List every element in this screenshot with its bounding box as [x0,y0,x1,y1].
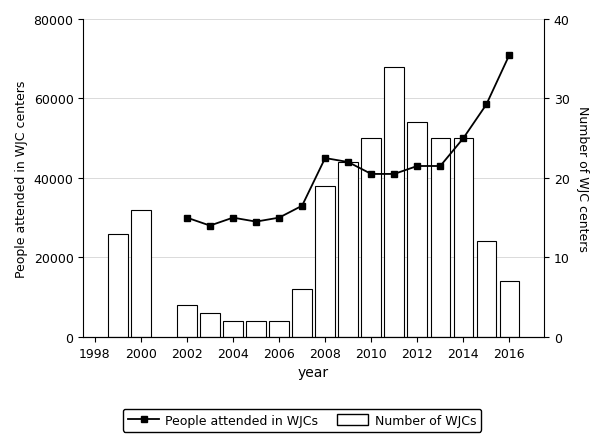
Bar [431,139,450,337]
Bar [408,123,427,337]
Bar [477,242,496,337]
Y-axis label: Number of WJC centers: Number of WJC centers [576,106,589,251]
Bar [108,234,127,337]
X-axis label: year: year [298,365,329,379]
Bar [200,313,220,337]
Bar [361,139,381,337]
Bar [131,210,150,337]
Bar [315,187,335,337]
Bar [500,282,519,337]
Bar [454,139,473,337]
Bar [338,162,358,337]
Bar [269,321,289,337]
Bar [385,67,404,337]
Y-axis label: People attended in WJC centers: People attended in WJC centers [15,80,28,277]
Bar [177,305,197,337]
Bar [223,321,243,337]
Legend: People attended in WJCs, Number of WJCs: People attended in WJCs, Number of WJCs [123,409,481,432]
Bar [246,321,266,337]
Bar [292,290,312,337]
